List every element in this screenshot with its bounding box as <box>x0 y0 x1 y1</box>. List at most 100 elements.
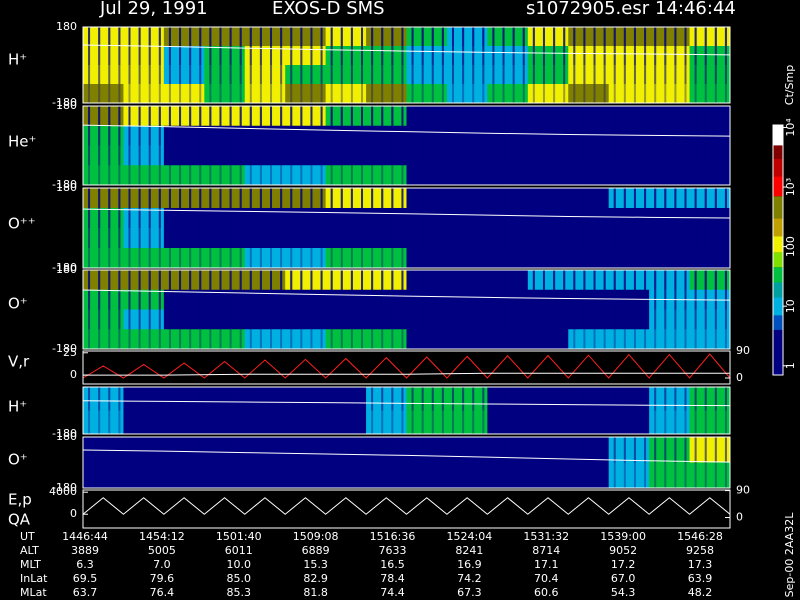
stripe <box>138 387 141 434</box>
stripe <box>522 106 525 185</box>
stripe <box>219 270 222 349</box>
colorbar-label: Ct/Smp <box>783 65 796 105</box>
stripe <box>724 270 727 349</box>
stripe <box>502 188 505 268</box>
cell: 76.4 <box>150 586 175 599</box>
stripe <box>381 27 384 103</box>
colorbar-tick-label: 10 <box>784 299 797 313</box>
stripe <box>451 27 454 103</box>
heatmap-cell <box>649 270 691 291</box>
heatmap-cell <box>244 462 286 489</box>
stripe <box>290 387 293 434</box>
stripe <box>401 188 404 268</box>
stripe <box>229 270 232 349</box>
heatmap-cell <box>527 46 569 66</box>
heatmap-cell <box>285 125 327 146</box>
heatmap-cell <box>446 228 488 249</box>
cell: 16.5 <box>380 558 405 571</box>
stripe <box>128 270 131 349</box>
heatmap-cell <box>244 27 286 47</box>
heatmap-cell <box>163 329 205 350</box>
stripe <box>381 106 384 185</box>
stripe <box>714 106 717 185</box>
heatmap-cell <box>487 387 529 411</box>
heatmap-cell <box>446 145 488 166</box>
stripe <box>138 270 141 349</box>
stripe <box>411 106 414 185</box>
stripe <box>573 437 576 488</box>
heatmap-cell <box>527 208 569 229</box>
heatmap-cell <box>487 208 529 229</box>
stripe <box>532 27 535 103</box>
y2-tick-label: 90 <box>736 484 750 497</box>
stripe <box>664 27 667 103</box>
stripe <box>118 27 121 103</box>
heatmap-cell <box>244 410 286 435</box>
stripe <box>502 437 505 488</box>
heatmap-cell <box>689 46 731 66</box>
heatmap-cell <box>285 228 327 249</box>
stripe <box>270 437 273 488</box>
heatmap-cell <box>83 106 124 127</box>
stripe <box>199 27 202 103</box>
stripe <box>472 387 475 434</box>
stripe <box>128 27 131 103</box>
stripe <box>270 188 273 268</box>
stripe <box>542 270 545 349</box>
stripe <box>401 27 404 103</box>
heatmap-cell <box>446 27 488 47</box>
heatmap-cell <box>325 437 367 463</box>
heatmap-cell <box>446 289 488 310</box>
stripe <box>502 270 505 349</box>
stripe <box>714 188 717 268</box>
stripe <box>472 27 475 103</box>
stripe <box>189 437 192 488</box>
stripe <box>492 106 495 185</box>
stripe <box>573 270 576 349</box>
stripe <box>421 106 424 185</box>
stripe <box>371 106 374 185</box>
cell: 54.3 <box>611 586 636 599</box>
stripe <box>168 106 171 185</box>
heatmap-cell <box>285 270 327 291</box>
heatmap-cell <box>204 270 246 291</box>
heatmap-cell <box>568 462 610 489</box>
stripe <box>644 387 647 434</box>
heatmap-cell <box>649 462 691 489</box>
stripe <box>462 188 465 268</box>
stripe <box>209 387 212 434</box>
stripe <box>401 437 404 488</box>
stripe <box>158 270 161 349</box>
stripe <box>431 437 434 488</box>
colorbar-band <box>773 196 783 219</box>
cell: 67.3 <box>457 586 482 599</box>
stripe <box>674 27 677 103</box>
stripe <box>259 188 262 268</box>
stripe <box>421 270 424 349</box>
stripe <box>644 106 647 185</box>
heatmap-cell <box>163 208 205 229</box>
stripe <box>654 27 657 103</box>
stripe <box>603 188 606 268</box>
heatmap-cell <box>83 309 124 330</box>
stripe <box>441 27 444 103</box>
stripe <box>472 27 475 103</box>
stripe <box>179 27 182 103</box>
heatmap-cell <box>527 248 569 269</box>
colorbar-band <box>773 282 783 298</box>
stripe <box>189 27 192 103</box>
heatmap-cell <box>123 46 165 66</box>
panel-bg <box>83 490 730 528</box>
heatmap-cell <box>244 329 286 350</box>
stripe <box>179 27 182 103</box>
panel-label: O⁺ <box>8 295 28 313</box>
heatmap-cell <box>446 65 488 85</box>
stripe <box>532 270 535 349</box>
stripe <box>522 270 525 349</box>
stripe <box>259 188 262 268</box>
heatmap-cell <box>83 387 124 411</box>
stripe <box>644 270 647 349</box>
stripe <box>674 106 677 185</box>
heatmap-cell <box>608 27 650 47</box>
heatmap-cell <box>285 437 327 463</box>
